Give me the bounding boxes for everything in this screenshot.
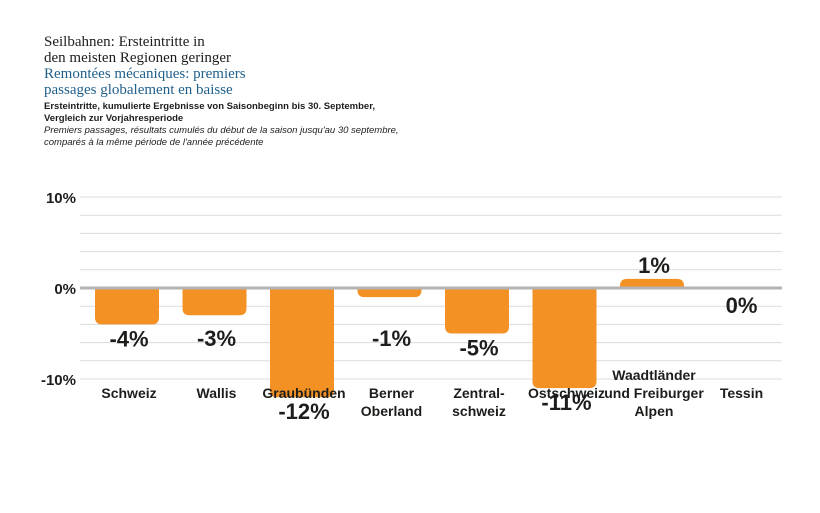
value-label: 1% <box>638 253 670 278</box>
title-french: Remontées mécaniques: premiers passages … <box>44 66 246 98</box>
chart-header: Seilbahnen: Ersteintritte in den meisten… <box>44 34 464 149</box>
bar <box>270 288 334 398</box>
category-label: Ostschweiz <box>528 385 605 401</box>
category-label: Waadtländer <box>612 367 696 383</box>
category-label: Oberland <box>361 403 422 419</box>
y-tick-label: -10% <box>41 372 76 389</box>
category-label: Tessin <box>720 385 763 401</box>
bar <box>532 288 597 389</box>
category-label: Zentral- <box>453 385 505 401</box>
value-label: -3% <box>197 326 236 351</box>
category-label: und Freiburger <box>604 385 704 401</box>
category-label: Schweiz <box>101 385 156 401</box>
title-german: Seilbahnen: Ersteintritte in den meisten… <box>44 34 232 66</box>
y-tick-label: 10% <box>46 190 76 207</box>
bar <box>620 278 684 288</box>
category-label: Wallis <box>197 385 237 401</box>
subtitle-french: Premiers passages, résultats cumulés du … <box>44 125 399 148</box>
category-label: Alpen <box>635 403 674 419</box>
category-label: schweiz <box>452 403 506 419</box>
value-label: -1% <box>372 326 411 351</box>
bar <box>95 288 159 325</box>
bar <box>445 288 509 334</box>
bar <box>357 288 422 298</box>
y-tick-label: 0% <box>54 281 76 298</box>
value-label: 0% <box>726 293 758 318</box>
category-label: Graubünden <box>262 385 345 401</box>
bar <box>182 288 247 316</box>
value-label: -12% <box>278 399 329 424</box>
value-label: -4% <box>109 326 148 351</box>
subtitle-german: Ersteintritte, kumulierte Ergebnisse von… <box>44 101 376 124</box>
value-label: -5% <box>459 336 498 361</box>
category-label: Berner <box>369 385 415 401</box>
value-label: -11% <box>541 390 591 415</box>
